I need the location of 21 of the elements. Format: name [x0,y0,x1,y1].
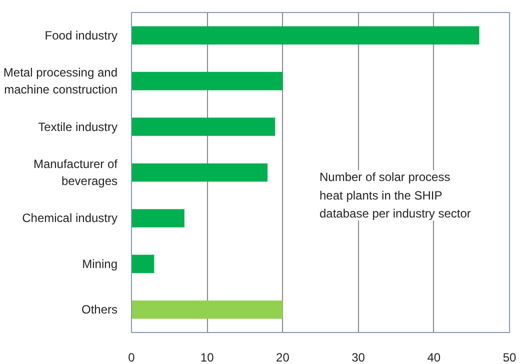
bar [132,209,184,228]
y-tick-label: Mining [82,256,118,271]
y-tick-label: Others [81,302,118,317]
annotation: Number of solar process heat plants in the SHIP database per industry sector [320,170,471,220]
x-tick-label: 20 [276,350,290,364]
y-tick-label: Metal processing and machine construction [3,66,118,96]
x-tick-label: 10 [200,350,214,364]
x-tick-label: 0 [128,350,136,364]
y-tick-label: Food industry [44,28,118,42]
bar [132,26,480,44]
bar [132,254,154,274]
bar [132,163,268,182]
x-tick-label: 30 [352,350,366,364]
y-tick-label: Textile industry [38,120,118,134]
bar [132,300,283,319]
y-tick-label: Manufacturer of beverages [33,157,118,188]
x-tick-label: 40 [427,350,441,364]
y-tick-label: Chemical industry [22,211,118,226]
bar [132,72,283,90]
bar [132,118,276,136]
x-tick-label: 50 [502,350,516,364]
